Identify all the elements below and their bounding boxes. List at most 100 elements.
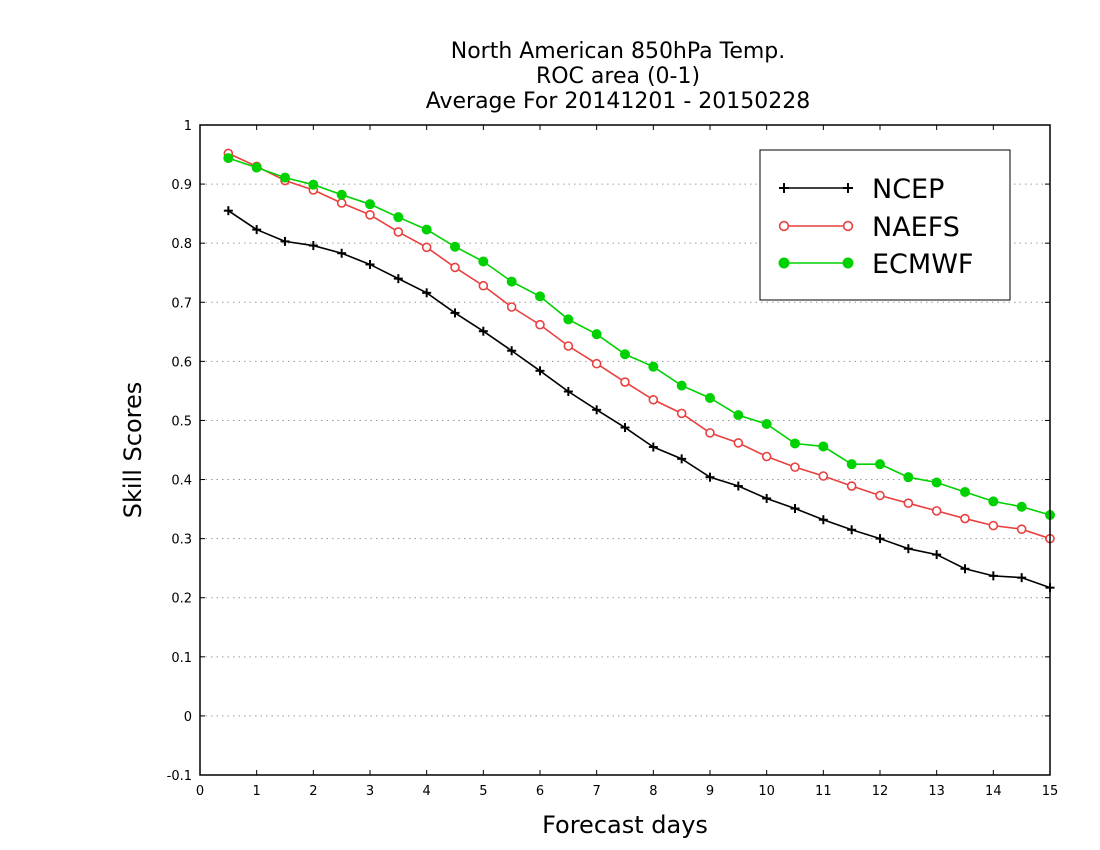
point-ncep <box>422 288 432 298</box>
x-axis-title: Forecast days <box>542 811 708 839</box>
y-tick-label: 0.5 <box>171 414 192 429</box>
x-tick-label: 1 <box>253 784 261 799</box>
y-tick-label: 0.9 <box>171 178 192 193</box>
x-tick-label: 11 <box>815 784 832 799</box>
point-ecmwf <box>875 459 885 470</box>
point-naefs <box>450 262 460 273</box>
x-tick-label: 9 <box>706 784 714 799</box>
series-ncep <box>223 206 1055 593</box>
point-ecmwf <box>251 162 262 173</box>
x-tick-label: 6 <box>536 784 544 799</box>
series-layer <box>223 148 1055 593</box>
legend-label-ncep: NCEP <box>872 174 944 205</box>
legend-item-ncep: NCEP <box>779 174 944 205</box>
point-ecmwf <box>790 438 800 449</box>
grid <box>200 183 1050 717</box>
y-tick-label: 0.6 <box>171 355 192 370</box>
point-ncep <box>960 564 970 574</box>
series-ecmwf <box>223 153 1055 520</box>
y-axis-title: Skill Scores <box>119 382 147 519</box>
point-ncep <box>903 544 913 554</box>
point-ncep <box>790 504 800 513</box>
point-ecmwf <box>761 419 772 429</box>
point-ncep <box>620 423 630 433</box>
point-naefs <box>478 280 489 291</box>
series-line-ncep <box>227 210 1051 589</box>
legend-label-naefs: NAEFS <box>872 212 960 243</box>
x-tick-label: 15 <box>1042 784 1059 799</box>
y-tick-label: -0.1 <box>167 769 192 784</box>
point-ncep <box>733 481 743 491</box>
legend-marker-end <box>842 257 854 269</box>
point-ncep <box>677 454 687 464</box>
point-naefs <box>336 198 347 208</box>
point-naefs <box>846 481 857 491</box>
point-ecmwf <box>591 329 602 340</box>
point-ecmwf <box>336 189 347 200</box>
point-naefs <box>676 408 687 419</box>
point-ncep <box>393 274 403 284</box>
point-naefs <box>931 506 942 516</box>
point-ncep <box>705 472 715 482</box>
point-ecmwf <box>506 276 517 287</box>
point-ncep <box>223 206 233 216</box>
point-ncep <box>1017 573 1027 583</box>
point-ecmwf <box>733 410 744 421</box>
point-naefs <box>818 471 829 481</box>
point-ecmwf <box>1016 501 1027 512</box>
point-naefs <box>875 490 885 501</box>
point-naefs <box>733 438 744 448</box>
y-tick-label: 0.1 <box>171 651 192 666</box>
y-tick-label: 0.2 <box>171 592 192 607</box>
y-tick-label: 0.3 <box>171 533 192 548</box>
x-tick-label: 10 <box>758 784 775 799</box>
point-ncep <box>875 534 885 544</box>
point-ecmwf <box>676 380 687 391</box>
point-ecmwf <box>450 241 460 252</box>
y-tick-label: 1 <box>184 119 192 134</box>
point-naefs <box>365 210 375 220</box>
point-naefs <box>563 341 574 351</box>
y-tick-label: 0.7 <box>171 296 192 311</box>
legend-marker-start <box>779 183 789 193</box>
point-ncep <box>535 366 545 376</box>
x-tick-label: 7 <box>593 784 601 799</box>
point-ecmwf <box>393 212 404 223</box>
point-ecmwf <box>988 496 999 507</box>
y-tick-label: 0.8 <box>171 237 192 252</box>
point-ncep <box>308 241 318 251</box>
y-tick-label: 0.4 <box>171 474 192 489</box>
point-ncep <box>563 387 573 396</box>
legend-label-ecmwf: ECMWF <box>872 249 973 280</box>
point-ncep <box>450 308 460 318</box>
point-ecmwf <box>365 199 375 210</box>
point-naefs <box>506 302 517 312</box>
point-ecmwf <box>931 477 942 488</box>
point-naefs <box>988 520 999 531</box>
plot-frame <box>199 124 1051 776</box>
x-tick-label: 8 <box>649 784 657 799</box>
title-line-1: North American 850hPa Temp. <box>451 39 786 64</box>
legend-item-naefs: NAEFS <box>778 212 960 243</box>
point-ecmwf <box>563 314 574 325</box>
x-tick-label: 2 <box>309 784 317 799</box>
point-naefs <box>960 513 970 524</box>
point-naefs <box>1016 524 1027 534</box>
point-naefs <box>535 319 545 330</box>
point-naefs <box>903 498 914 508</box>
point-ecmwf <box>648 361 659 372</box>
point-ecmwf <box>421 224 432 235</box>
point-ecmwf <box>846 459 857 470</box>
point-ncep <box>365 259 375 269</box>
point-ecmwf <box>818 441 829 452</box>
point-ncep <box>988 571 998 581</box>
legend-box <box>759 149 1011 301</box>
legend-marker-start <box>778 257 790 269</box>
point-naefs <box>648 394 659 405</box>
y-tick-label: 0 <box>184 710 192 725</box>
point-ncep <box>648 442 658 452</box>
point-naefs <box>620 377 630 387</box>
point-ncep <box>478 326 488 336</box>
point-ecmwf <box>280 172 290 183</box>
